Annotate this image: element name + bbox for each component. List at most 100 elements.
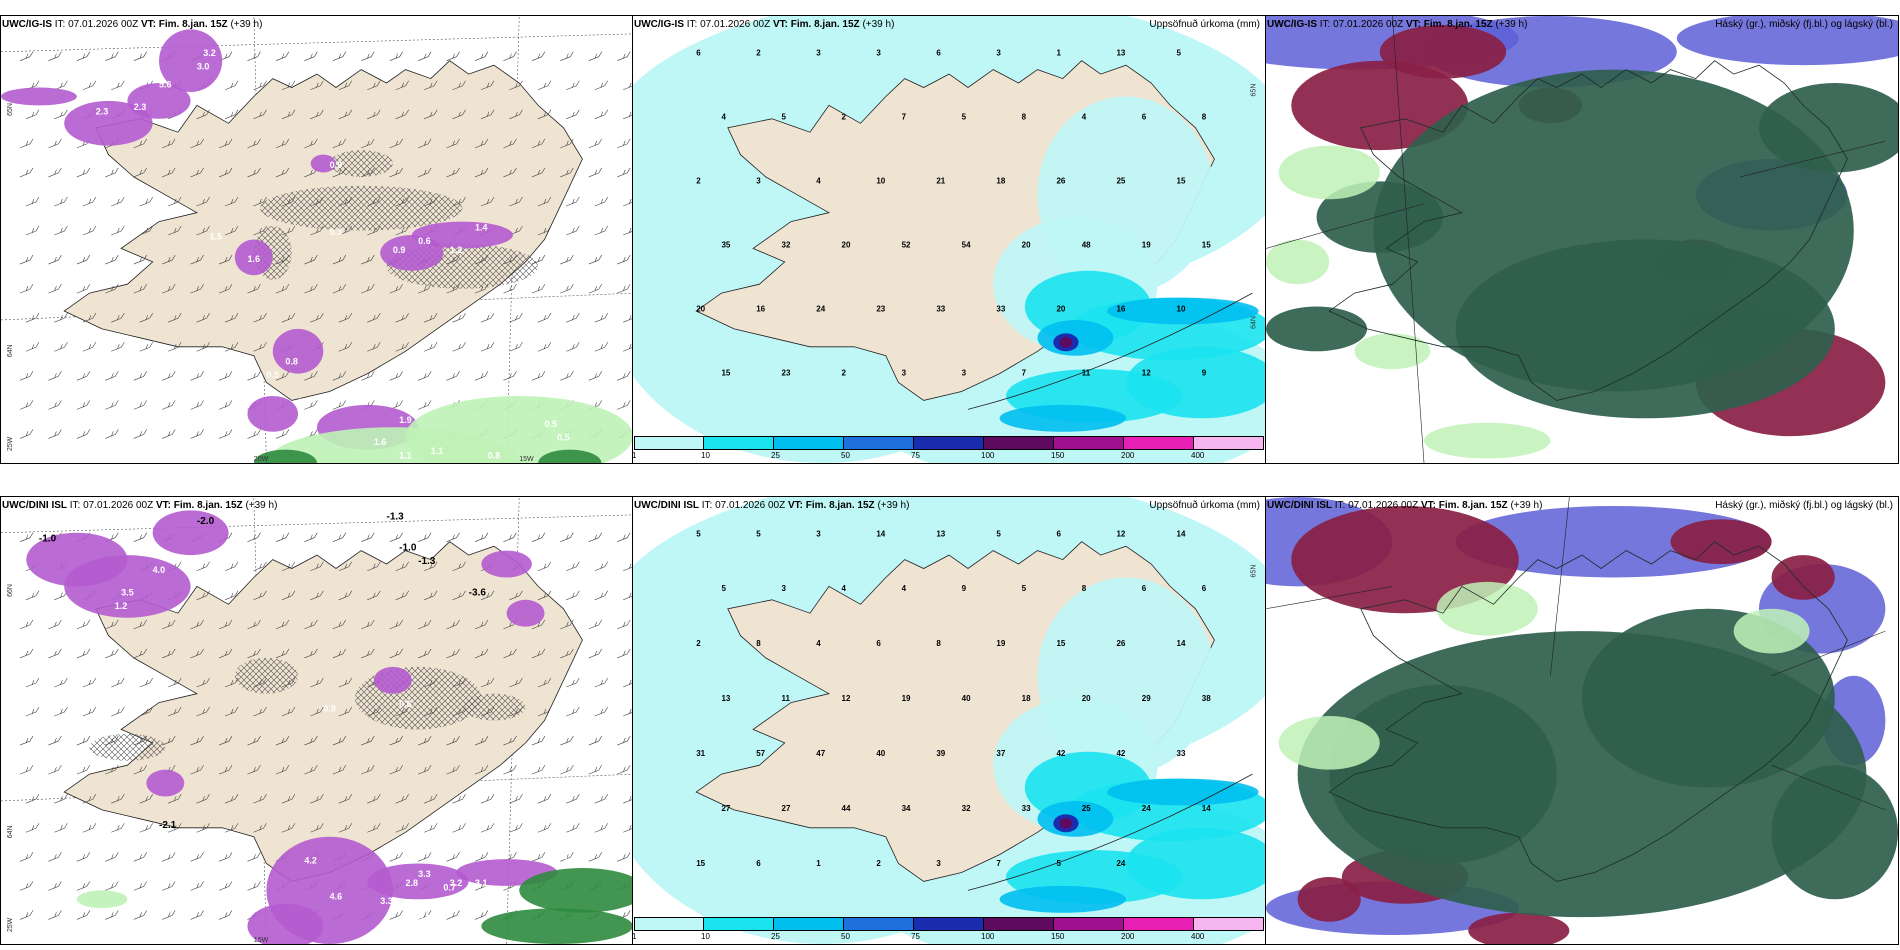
cloud-field bbox=[1424, 422, 1551, 459]
colorbar-segment: 25 bbox=[771, 436, 844, 460]
precip-blob bbox=[127, 83, 191, 119]
wind-barb bbox=[133, 619, 147, 630]
precip-value-label: 15 bbox=[721, 369, 730, 378]
precip-value-label: 16 bbox=[1116, 305, 1125, 314]
wind-barb bbox=[76, 764, 91, 775]
wind-barb bbox=[54, 80, 68, 91]
precip-value-label: 40 bbox=[876, 749, 885, 758]
wind-barb bbox=[162, 619, 176, 630]
wind-barb bbox=[560, 852, 574, 862]
wind-barb bbox=[190, 283, 204, 294]
colorbar-segment: 200 bbox=[1121, 436, 1194, 460]
wind-barb bbox=[105, 167, 119, 178]
wind-barb bbox=[218, 648, 233, 659]
wind-barb bbox=[133, 881, 147, 891]
wind-barb bbox=[133, 254, 147, 265]
precip-value-label: 10 bbox=[876, 176, 885, 185]
wind-barb bbox=[480, 823, 495, 833]
wind-barb bbox=[253, 561, 267, 572]
wind-barb bbox=[275, 167, 290, 178]
wind-barb bbox=[588, 532, 603, 542]
wind-barb bbox=[537, 706, 552, 717]
wind-barb bbox=[588, 167, 603, 178]
cloud-field bbox=[1316, 181, 1443, 253]
wind-value-label: 3.0 bbox=[197, 62, 210, 72]
wind-barb bbox=[338, 225, 353, 236]
wind-barb bbox=[19, 371, 34, 381]
wind-value-label: 4.0 bbox=[153, 565, 166, 575]
wind-value-label: 2.3 bbox=[96, 106, 109, 116]
wind-barb bbox=[168, 196, 182, 207]
wind-barb bbox=[367, 706, 381, 717]
precip-value-label: 6 bbox=[876, 639, 881, 648]
wind-value-label: 4.6 bbox=[330, 891, 343, 901]
wind-barb bbox=[474, 764, 489, 775]
precip-blob bbox=[146, 769, 185, 797]
wind-barb bbox=[566, 677, 580, 688]
wind-barb bbox=[332, 619, 347, 630]
wind-barb bbox=[105, 881, 119, 891]
wind-barb bbox=[275, 138, 290, 149]
wind-barb bbox=[111, 80, 125, 91]
wind-value-label: -1.3 bbox=[387, 511, 405, 522]
precip-value-label: 5 bbox=[696, 529, 701, 538]
precip-value-label: 4 bbox=[816, 176, 821, 185]
precip-value-label: 12 bbox=[1116, 529, 1125, 538]
graticule-line bbox=[1, 514, 632, 534]
wind-barb bbox=[76, 619, 91, 630]
wind-barb bbox=[54, 706, 68, 717]
panel-title: UWC/DINI ISL IT: 07.01.2026 00Z VT: Fim.… bbox=[634, 500, 910, 511]
wind-barb bbox=[224, 109, 239, 120]
wind-barb bbox=[196, 342, 210, 352]
colorbar-segment: 100 bbox=[981, 917, 1054, 941]
wind-barb bbox=[332, 532, 347, 542]
wind-barb bbox=[566, 196, 580, 207]
wind-barb bbox=[474, 648, 489, 659]
wind-barb bbox=[361, 532, 375, 542]
wind-barb bbox=[224, 313, 239, 323]
wind-barb bbox=[54, 677, 68, 688]
wind-barb bbox=[224, 677, 239, 688]
wind-barb bbox=[537, 823, 552, 833]
colorbar-segment: 150 bbox=[1051, 917, 1124, 941]
wind-barb bbox=[19, 619, 34, 630]
wind-barb bbox=[48, 51, 62, 61]
wind-barb bbox=[253, 823, 267, 833]
wind-barb bbox=[623, 796, 632, 804]
wind-value-label: 5.6 bbox=[159, 80, 172, 90]
wind-value-label: 2.3 bbox=[134, 102, 147, 112]
panel-wind-igis: 3.2 3.0 2.3 3.4 2.3 5.6 0.5 0.9 0.5 1.6 0.3 0.9 0.6 1… bbox=[0, 15, 633, 464]
wind-barb bbox=[196, 313, 210, 323]
wind-barb bbox=[338, 706, 353, 717]
wind-barb bbox=[446, 532, 460, 542]
cloud-field bbox=[1266, 306, 1368, 352]
wind-barb bbox=[531, 532, 546, 542]
precip-blob bbox=[64, 555, 191, 618]
wind-barb bbox=[190, 429, 204, 439]
cloud-field bbox=[1733, 608, 1810, 654]
precip-field bbox=[999, 404, 1126, 432]
precip-value-label: 13 bbox=[936, 529, 945, 538]
wind-barb bbox=[162, 400, 176, 410]
wind-barb bbox=[509, 196, 523, 207]
wind-barb bbox=[367, 313, 381, 323]
precip-blob bbox=[367, 863, 469, 900]
wind-barb bbox=[196, 225, 210, 236]
wind-barb bbox=[218, 910, 233, 920]
precip-value-label: 40 bbox=[962, 694, 971, 703]
colorbar-tick-label: 75 bbox=[911, 451, 920, 460]
wind-barb bbox=[54, 342, 68, 352]
wind-barb bbox=[361, 283, 375, 294]
precip-value-label: 23 bbox=[876, 305, 885, 314]
wind-barb bbox=[361, 254, 375, 265]
wind-value-label: 0.6 bbox=[418, 236, 431, 246]
precip-value-label: 7 bbox=[996, 859, 1001, 868]
precip-value-label: 19 bbox=[1142, 241, 1151, 250]
wind-barb bbox=[196, 706, 210, 717]
wind-barb bbox=[367, 590, 381, 601]
precip-field bbox=[1059, 336, 1073, 348]
graticule-line bbox=[1, 33, 632, 53]
wind-value-label: 0.5 bbox=[557, 433, 570, 443]
map-canvas bbox=[1266, 497, 1898, 944]
wind-value-label: 3.3 bbox=[418, 869, 431, 879]
